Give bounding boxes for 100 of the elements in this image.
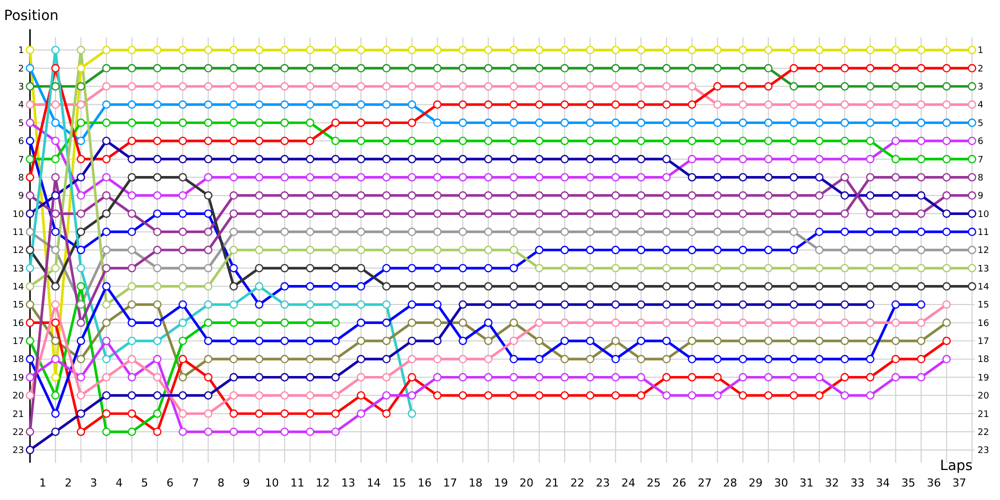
point [153,354,162,364]
point [586,282,594,291]
point [331,136,340,146]
point [535,354,544,364]
x-tick-label: 25 [646,476,661,490]
point [408,154,416,164]
point [484,228,492,236]
point [458,209,468,218]
point [510,100,518,109]
point [942,318,951,327]
point [331,300,340,309]
point [968,282,976,291]
point [560,191,569,200]
point [204,409,212,418]
point [560,354,569,364]
point [764,46,773,54]
point [178,64,187,72]
point [484,318,492,327]
y-tick-label: 21 [12,410,24,420]
point [662,264,671,272]
point [382,100,391,109]
point [662,318,671,327]
point [916,209,926,218]
point [408,46,416,54]
point [306,191,314,200]
point [204,228,212,236]
point [433,391,442,400]
point [510,318,518,327]
point [815,282,824,291]
point [128,173,136,182]
point [968,136,976,146]
point [535,46,544,54]
point [153,428,162,436]
point [153,391,162,400]
x-tick-label: 24 [621,476,636,490]
point [840,391,849,400]
point [128,373,136,382]
point [280,173,289,182]
point [840,100,849,109]
point [408,136,416,146]
point [815,300,824,309]
point [178,428,187,436]
point [535,282,544,291]
point [102,154,111,164]
point [560,318,569,327]
point [790,354,798,364]
point [891,318,900,327]
point [128,118,136,127]
y-tick-label: 15 [12,300,24,311]
x-tick-label: 11 [290,476,304,490]
point [458,373,468,382]
point [636,209,646,218]
point [662,209,671,218]
point [254,428,264,436]
point [738,154,748,164]
y2-tick-label: 1 [978,46,984,56]
y-tick-label: 5 [18,118,24,129]
point [433,246,442,254]
point [764,264,773,272]
x-tick-label: 30 [774,476,788,490]
point [738,282,748,291]
y-tick-label: 6 [18,137,24,148]
point [688,228,696,236]
point [356,264,366,272]
point [866,228,874,236]
point [280,264,289,272]
point [76,354,86,364]
point [790,336,798,346]
point [433,209,442,218]
point [738,300,748,309]
point [662,191,671,200]
point [433,264,442,272]
point [408,318,416,327]
point [76,391,86,400]
point [560,154,569,164]
point [916,282,926,291]
point [26,300,34,309]
point [510,282,518,291]
point [738,264,748,272]
point [26,228,34,236]
point [484,64,492,72]
point [229,354,238,364]
point [510,64,518,72]
point [382,409,391,418]
point [790,64,798,72]
point [382,82,391,91]
point [713,228,722,236]
point [204,318,212,327]
point [764,64,773,72]
point [76,154,86,164]
y2-tick-label: 23 [978,446,990,456]
point [458,82,468,91]
point [229,282,238,291]
point [51,154,60,164]
point [968,118,976,127]
y2-tick-label: 14 [978,282,990,293]
point [178,173,187,182]
point [153,300,162,309]
point [535,154,544,164]
point [662,173,671,182]
